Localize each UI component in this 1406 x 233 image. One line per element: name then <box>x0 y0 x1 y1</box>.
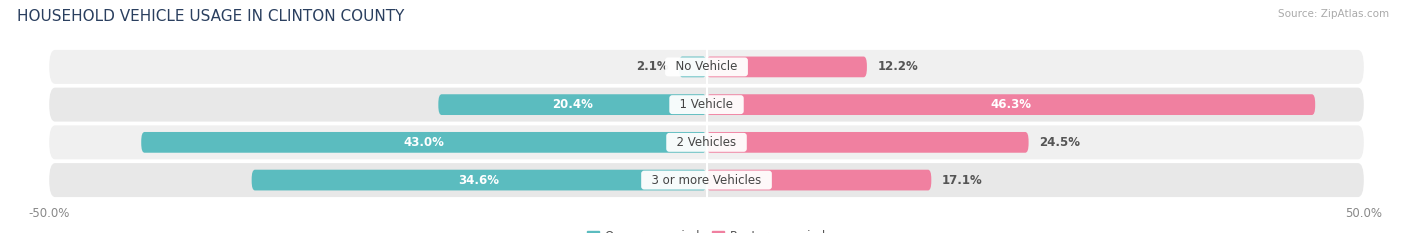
Text: 34.6%: 34.6% <box>458 174 499 187</box>
FancyBboxPatch shape <box>49 163 1364 197</box>
Legend: Owner-occupied, Renter-occupied: Owner-occupied, Renter-occupied <box>582 225 831 233</box>
Text: 12.2%: 12.2% <box>877 60 918 73</box>
FancyBboxPatch shape <box>141 132 707 153</box>
FancyBboxPatch shape <box>679 57 707 77</box>
FancyBboxPatch shape <box>49 125 1364 159</box>
Text: 2 Vehicles: 2 Vehicles <box>669 136 744 149</box>
FancyBboxPatch shape <box>49 88 1364 122</box>
Text: 17.1%: 17.1% <box>942 174 983 187</box>
Text: 3 or more Vehicles: 3 or more Vehicles <box>644 174 769 187</box>
Text: 43.0%: 43.0% <box>404 136 444 149</box>
Text: 20.4%: 20.4% <box>553 98 593 111</box>
Text: HOUSEHOLD VEHICLE USAGE IN CLINTON COUNTY: HOUSEHOLD VEHICLE USAGE IN CLINTON COUNT… <box>17 9 405 24</box>
FancyBboxPatch shape <box>49 50 1364 84</box>
FancyBboxPatch shape <box>707 170 931 190</box>
FancyBboxPatch shape <box>252 170 707 190</box>
Text: Source: ZipAtlas.com: Source: ZipAtlas.com <box>1278 9 1389 19</box>
FancyBboxPatch shape <box>707 132 1029 153</box>
Text: No Vehicle: No Vehicle <box>668 60 745 73</box>
Text: 24.5%: 24.5% <box>1039 136 1080 149</box>
Text: 1 Vehicle: 1 Vehicle <box>672 98 741 111</box>
Text: 46.3%: 46.3% <box>990 98 1032 111</box>
FancyBboxPatch shape <box>707 57 868 77</box>
FancyBboxPatch shape <box>439 94 707 115</box>
FancyBboxPatch shape <box>707 94 1315 115</box>
Text: 2.1%: 2.1% <box>636 60 668 73</box>
